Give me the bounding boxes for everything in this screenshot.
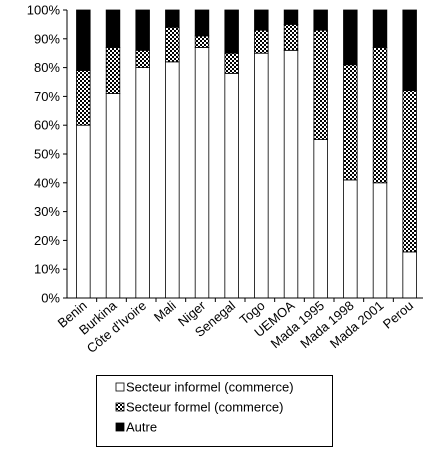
bar-segment-formel [135,49,150,69]
bar-segment-autre [372,9,388,48]
bar-segment-formel [194,35,210,48]
bar-segment-formel [343,64,358,181]
bar-segment-formel [165,26,180,63]
y-tick-label: 20% [34,233,60,248]
legend: Secteur informel (commerce) Secteur forme… [96,375,333,447]
bar-segment-autre [135,9,150,51]
bar-segment-informel [194,47,210,299]
bar-segment-autre [224,9,239,54]
bar-segment-informel [372,182,388,299]
bar-segment-autre [313,9,328,31]
y-tick-label: 50% [34,147,60,162]
y-tick-label: 40% [34,175,60,190]
bar-segment-autre [402,9,417,92]
y-tick-label: 80% [34,60,60,75]
bar-segment-autre [254,9,269,31]
legend-swatch [115,422,125,432]
bar-segment-autre [105,9,121,48]
bar-segment-informel [165,61,180,299]
bar-segment-informel [313,139,328,299]
bar-segment-autre [343,9,358,66]
bar-segment-autre [165,9,180,28]
y-tick-label: 90% [34,31,60,46]
bar-segment-formel [402,90,417,253]
y-tick-label: 70% [34,89,60,104]
y-tick-label: 0% [41,291,60,306]
x-tick-label: Mali [151,298,179,325]
bar-segment-formel [254,29,269,54]
legend-label: Secteur informel (commerce) [126,380,294,395]
bar-segment-informel [224,72,239,299]
y-axis: 0% 10% 20% 30% 40% 50% 60% 70% 80% 90% 100% [27,3,68,306]
y-tick-label: 100% [27,3,61,18]
bar-segment-autre [283,9,299,25]
y-tick-label: 30% [34,204,60,219]
bars-group [76,9,417,299]
bar-segment-formel [283,23,299,51]
bar-segment-informel [254,52,269,299]
legend-label: Secteur formel (commerce) [126,400,283,415]
bar-segment-formel [105,47,121,94]
bar-segment-informel [283,49,299,299]
bar-segment-informel [402,251,417,299]
bar-segment-informel [135,67,150,299]
x-tick-label: Perou [380,298,416,332]
bar-segment-formel [372,47,388,184]
bar-segment-autre [76,9,91,71]
bar-segment-formel [313,29,328,141]
y-tick-label: 10% [34,262,60,277]
bar-segment-formel [76,70,91,126]
bar-segment-informel [76,124,91,299]
legend-swatch [115,382,125,392]
legend-label: Autre [126,420,157,435]
bar-segment-formel [224,52,239,74]
bar-segment-informel [105,93,121,299]
bar-segment-autre [194,9,210,37]
legend-swatch [115,402,125,412]
bar-segment-informel [343,179,358,299]
legend-box [96,375,333,447]
y-tick-label: 60% [34,118,60,133]
